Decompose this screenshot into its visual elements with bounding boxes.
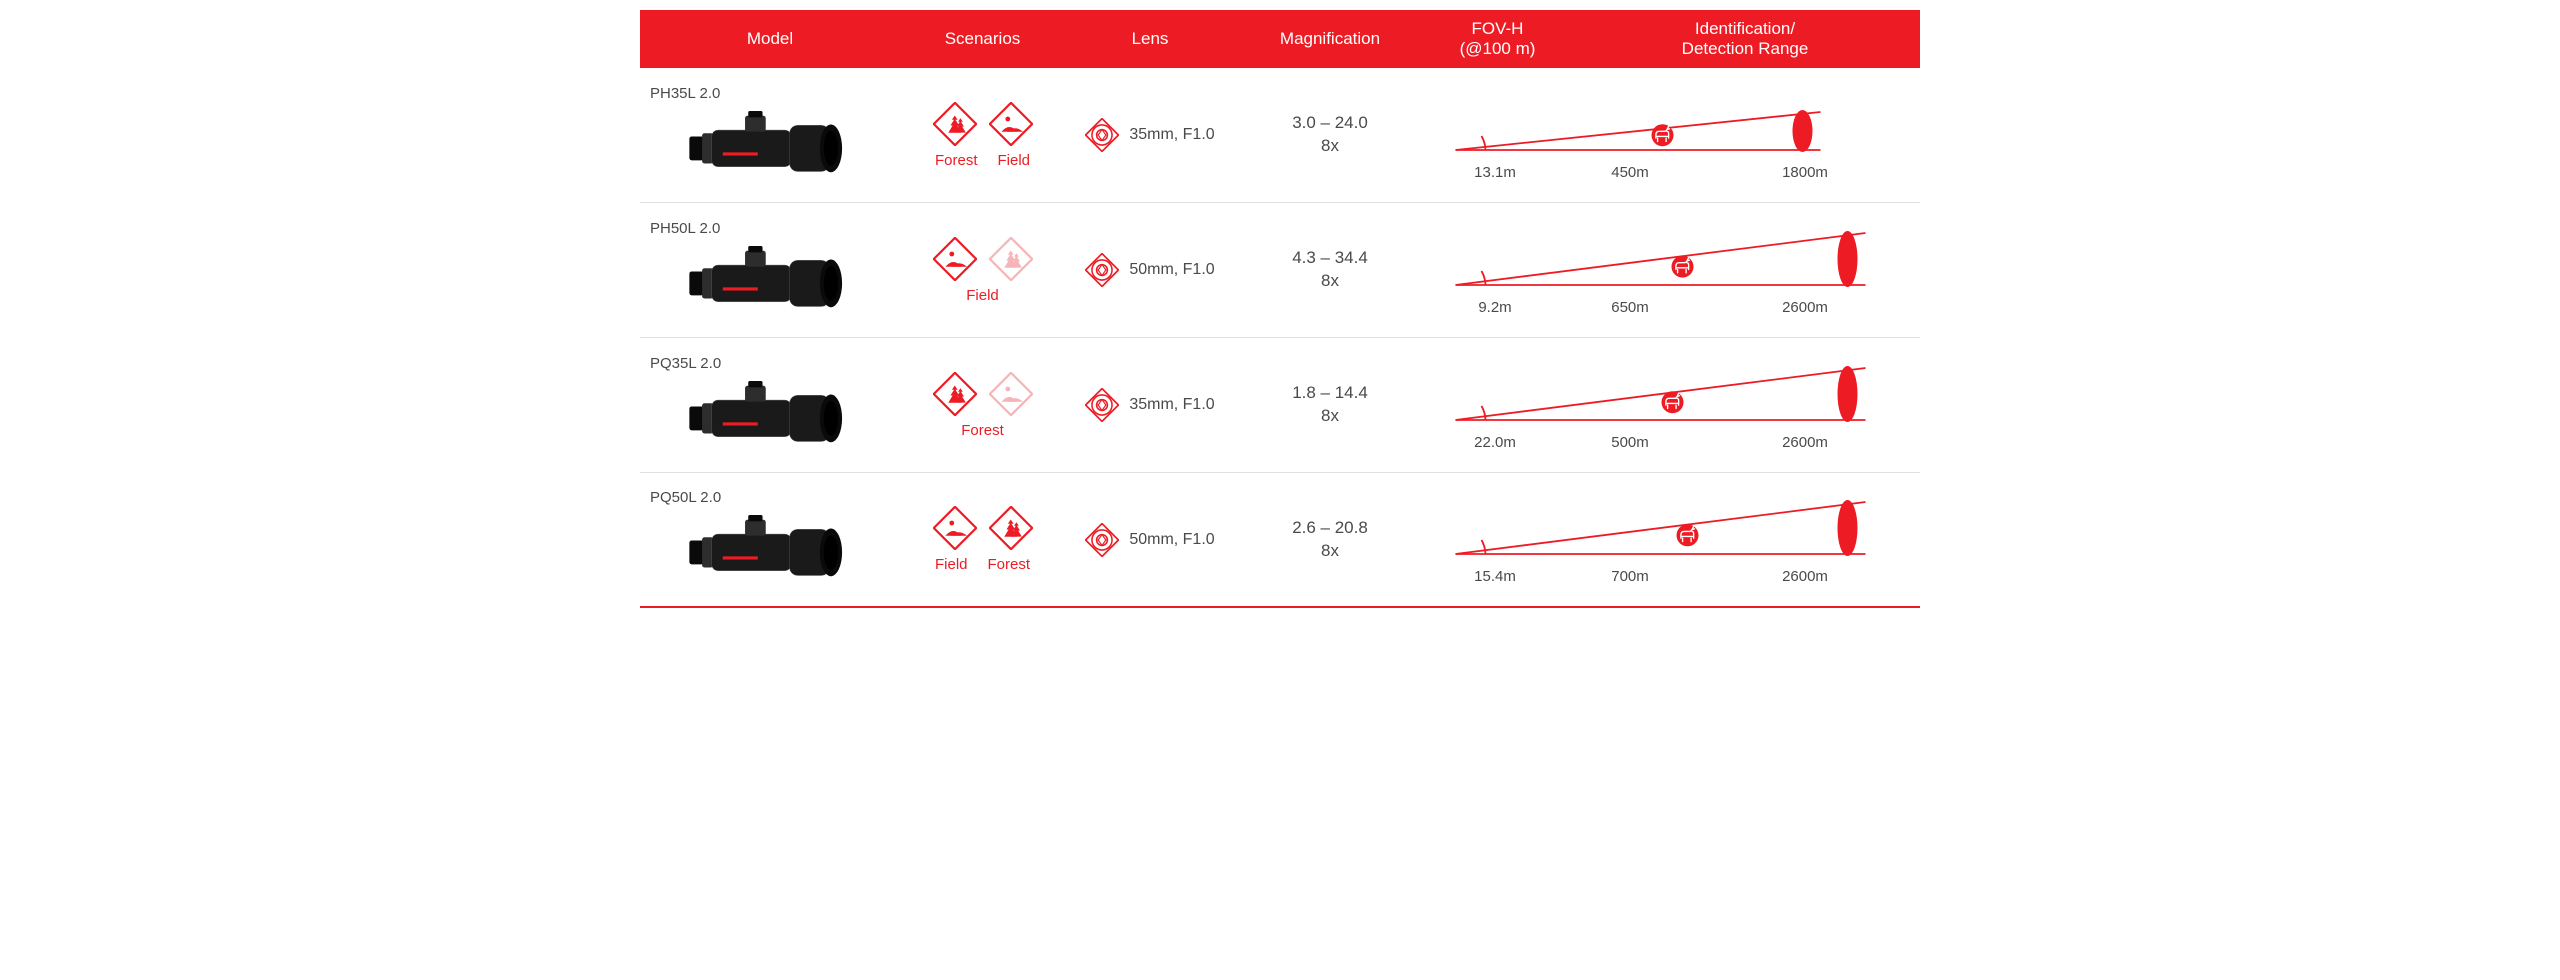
identification-range: 500m bbox=[1545, 434, 1715, 451]
range-cell: 13.1m 450m 1800m bbox=[1425, 90, 1920, 181]
lens-cell: 35mm, F1.0 bbox=[1065, 388, 1235, 422]
range-diagram bbox=[1435, 225, 1910, 297]
range-diagram bbox=[1435, 494, 1910, 566]
scenario-label: Field bbox=[966, 287, 999, 304]
table-header: Model Scenarios Lens Magnification FOV-H… bbox=[640, 10, 1920, 68]
col-header-scenarios: Scenarios bbox=[900, 29, 1065, 49]
lens-value: 50mm, F1.0 bbox=[1129, 531, 1214, 549]
model-name: PH35L 2.0 bbox=[650, 85, 720, 102]
col-header-fov: FOV-H (@100 m) bbox=[1425, 19, 1570, 58]
detection-range: 2600m bbox=[1715, 434, 1895, 451]
lens-icon bbox=[1085, 388, 1119, 422]
product-image bbox=[683, 106, 858, 186]
model-name: PQ35L 2.0 bbox=[650, 355, 721, 372]
product-image bbox=[683, 510, 858, 590]
mag-range: 4.3 – 34.4 bbox=[1292, 248, 1368, 267]
identification-range: 650m bbox=[1545, 299, 1715, 316]
fov-value: 9.2m bbox=[1435, 299, 1545, 316]
model-cell: PQ35L 2.0 bbox=[640, 355, 900, 456]
field-icon bbox=[933, 506, 977, 550]
col-header-model: Model bbox=[640, 29, 900, 49]
model-cell: PH35L 2.0 bbox=[640, 85, 900, 186]
fov-value: 13.1m bbox=[1435, 164, 1545, 181]
scenarios-cell: Field bbox=[900, 237, 1065, 304]
table-row: PQ50L 2.0 Field Forest bbox=[640, 473, 1920, 608]
scenarios-cell: Field Forest bbox=[900, 506, 1065, 573]
mag-range: 2.6 – 20.8 bbox=[1292, 518, 1368, 537]
magnification-cell: 2.6 – 20.8 8x bbox=[1235, 517, 1425, 563]
product-image bbox=[683, 241, 858, 321]
table-row: PH35L 2.0 Forest Field bbox=[640, 68, 1920, 203]
identification-range: 700m bbox=[1545, 568, 1715, 585]
fov-value: 22.0m bbox=[1435, 434, 1545, 451]
field-icon bbox=[989, 372, 1033, 416]
detection-range: 2600m bbox=[1715, 299, 1895, 316]
range-diagram bbox=[1435, 360, 1910, 432]
lens-cell: 35mm, F1.0 bbox=[1065, 118, 1235, 152]
field-icon bbox=[933, 237, 977, 281]
forest-icon bbox=[933, 372, 977, 416]
magnification-cell: 1.8 – 14.4 8x bbox=[1235, 382, 1425, 428]
field-icon bbox=[989, 102, 1033, 146]
fov-line2: (@100 m) bbox=[1460, 39, 1536, 58]
identification-range: 450m bbox=[1545, 164, 1715, 181]
col-header-range: Identification/ Detection Range bbox=[1570, 19, 1920, 58]
table-row: PH50L 2.0 Field bbox=[640, 203, 1920, 338]
scenario-label: Field bbox=[998, 152, 1031, 169]
lens-cell: 50mm, F1.0 bbox=[1065, 523, 1235, 557]
mag-zoom: 8x bbox=[1321, 136, 1339, 155]
lens-value: 50mm, F1.0 bbox=[1129, 261, 1214, 279]
model-cell: PH50L 2.0 bbox=[640, 220, 900, 321]
scenario-label: Forest bbox=[988, 556, 1031, 573]
mag-range: 3.0 – 24.0 bbox=[1292, 113, 1368, 132]
scenarios-cell: Forest bbox=[900, 372, 1065, 439]
range-cell: 22.0m 500m 2600m bbox=[1425, 360, 1920, 451]
range-cell: 9.2m 650m 2600m bbox=[1425, 225, 1920, 316]
mag-zoom: 8x bbox=[1321, 541, 1339, 560]
range-line1: Identification/ bbox=[1695, 19, 1795, 38]
scenario-label: Field bbox=[935, 556, 968, 573]
forest-icon bbox=[933, 102, 977, 146]
scenario-label: Forest bbox=[961, 422, 1004, 439]
mag-range: 1.8 – 14.4 bbox=[1292, 383, 1368, 402]
fov-value: 15.4m bbox=[1435, 568, 1545, 585]
range-line2: Detection Range bbox=[1682, 39, 1809, 58]
mag-zoom: 8x bbox=[1321, 406, 1339, 425]
lens-icon bbox=[1085, 253, 1119, 287]
lens-value: 35mm, F1.0 bbox=[1129, 126, 1214, 144]
model-name: PQ50L 2.0 bbox=[650, 489, 721, 506]
mag-zoom: 8x bbox=[1321, 271, 1339, 290]
detection-range: 2600m bbox=[1715, 568, 1895, 585]
scenarios-cell: Forest Field bbox=[900, 102, 1065, 169]
product-image bbox=[683, 376, 858, 456]
col-header-magnification: Magnification bbox=[1235, 29, 1425, 49]
col-header-lens: Lens bbox=[1065, 29, 1235, 49]
range-cell: 15.4m 700m 2600m bbox=[1425, 494, 1920, 585]
table-body: PH35L 2.0 Forest Field bbox=[640, 68, 1920, 608]
scenario-label: Forest bbox=[935, 152, 978, 169]
model-name: PH50L 2.0 bbox=[650, 220, 720, 237]
lens-value: 35mm, F1.0 bbox=[1129, 396, 1214, 414]
fov-line1: FOV-H bbox=[1472, 19, 1524, 38]
model-cell: PQ50L 2.0 bbox=[640, 489, 900, 590]
table-row: PQ35L 2.0 Forest bbox=[640, 338, 1920, 473]
lens-cell: 50mm, F1.0 bbox=[1065, 253, 1235, 287]
range-diagram bbox=[1435, 90, 1910, 162]
lens-icon bbox=[1085, 523, 1119, 557]
lens-icon bbox=[1085, 118, 1119, 152]
magnification-cell: 3.0 – 24.0 8x bbox=[1235, 112, 1425, 158]
comparison-table: Model Scenarios Lens Magnification FOV-H… bbox=[640, 10, 1920, 608]
magnification-cell: 4.3 – 34.4 8x bbox=[1235, 247, 1425, 293]
detection-range: 1800m bbox=[1715, 164, 1895, 181]
forest-icon bbox=[989, 506, 1033, 550]
forest-icon bbox=[989, 237, 1033, 281]
